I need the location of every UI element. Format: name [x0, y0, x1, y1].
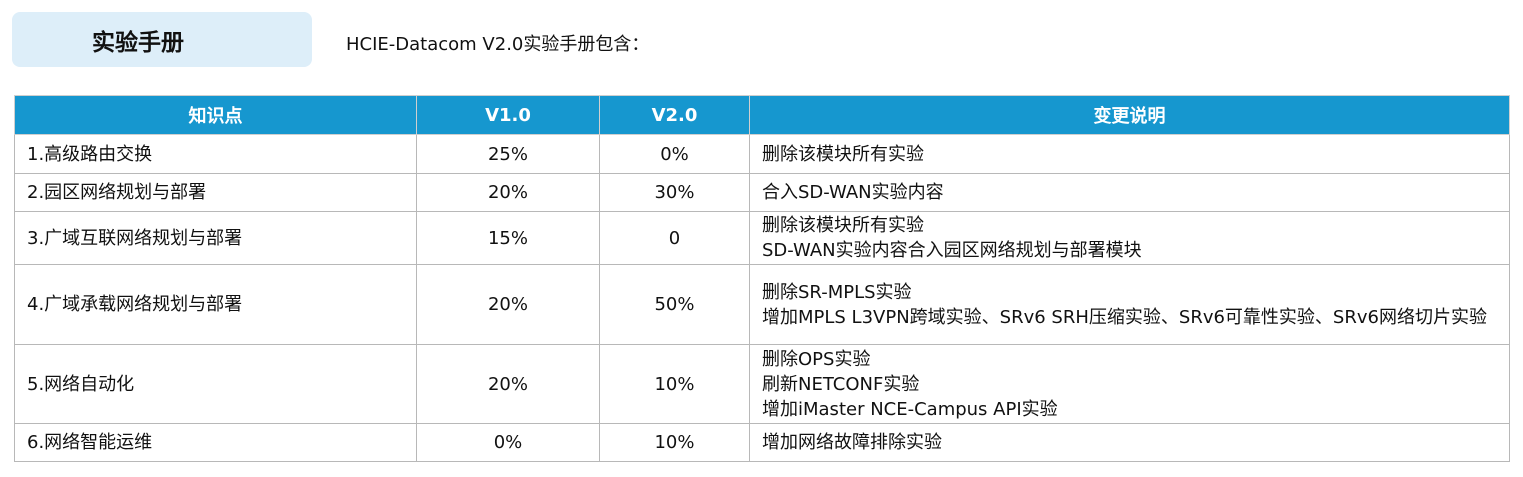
v2-cell: 30% [599, 173, 750, 212]
change-cell: 增加网络故障排除实验 [749, 423, 1510, 462]
v2-cell: 10% [599, 344, 750, 424]
table: 知识点 V1.0 V2.0 变更说明 1.高级路由交换 25% 0% 删除该模块所有实验 2.… [14, 95, 1510, 462]
v1-cell: 20% [416, 173, 600, 212]
change-line: 刷新NETCONF实验 [762, 373, 920, 395]
v1-cell: 25% [416, 134, 600, 174]
change-line: 增加iMaster NCE-Campus API实验 [762, 398, 1058, 420]
change-line: 删除该模块所有实验 [762, 143, 924, 165]
v1-cell: 15% [416, 211, 600, 265]
table-row: 1.高级路由交换 25% 0% 删除该模块所有实验 [14, 134, 1510, 174]
change-cell: 删除该模块所有实验 [749, 134, 1510, 174]
change-line: 删除SR-MPLS实验 [762, 281, 912, 303]
subtitle: HCIE-Datacom V2.0实验手册包含： [346, 34, 650, 55]
table-row: 6.网络智能运维 0% 10% 增加网络故障排除实验 [14, 423, 1510, 462]
topic-cell: 4.广域承载网络规划与部署 [14, 264, 417, 345]
topic-cell: 1.高级路由交换 [14, 134, 417, 174]
column-header: V2.0 [599, 95, 750, 135]
change-line: 增加网络故障排除实验 [762, 432, 942, 453]
table-row: 3.广域互联网络规划与部署 15% 0 删除该模块所有实验 SD-WAN实验内容合入园区… [14, 211, 1510, 265]
change-cell: 删除该模块所有实验 SD-WAN实验内容合入园区网络规划与部署模块 [749, 211, 1510, 265]
v1-cell: 20% [416, 344, 600, 424]
table-row: 4.广域承载网络规划与部署 20% 50% 删除SR-MPLS实验 增加MPLS L3V… [14, 264, 1510, 345]
column-header: 知识点 [14, 95, 417, 135]
v2-cell: 10% [599, 423, 750, 462]
topic-cell: 2.园区网络规划与部署 [14, 173, 417, 212]
change-cell: 删除OPS实验刷新NETCONF实验增加iMaster NCE-Campus A… [749, 344, 1510, 424]
change-line: 合入SD-WAN实验内容 [762, 182, 944, 203]
v1-cell: 0% [416, 423, 600, 462]
change-line: SD-WAN实验内容合入园区网络规划与部署模块 [762, 240, 1142, 261]
badge: 实验手册 [12, 12, 312, 67]
v2-cell: 50% [599, 264, 750, 345]
column-header: 变更说明 [749, 95, 1510, 135]
table-row: 2.园区网络规划与部署 20% 30% 合入SD-WAN实验内容 [14, 173, 1510, 212]
change-cell: 合入SD-WAN实验内容 [749, 173, 1510, 212]
header-row: 知识点 V1.0 V2.0 变更说明 [14, 95, 1510, 135]
topic-cell: 3.广域互联网络规划与部署 [14, 211, 417, 265]
table-row: 5.网络自动化 20% 10% 删除OPS实验 刷新NETCONF实验 增加iMaster… [14, 344, 1510, 424]
change-cell: 删除SR-MPLS实验增加MPLS L3VPN跨域实验、SRv6 SRH压缩实验… [749, 264, 1510, 345]
v2-cell: 0 [599, 211, 750, 265]
table-body: 1.高级路由交换 25% 0% 删除该模块所有实验 2.园区网络规划与部署 20% 30% 合… [14, 134, 1510, 462]
topic-cell: 5.网络自动化 [14, 344, 417, 424]
topic-cell: 6.网络智能运维 [14, 423, 417, 462]
change-line: 增加MPLS L3VPN跨域实验、SRv6 SRH压缩实验、SRv6可靠性实验、… [762, 306, 1487, 328]
v2-cell: 0% [599, 134, 750, 174]
column-header: V1.0 [416, 95, 600, 135]
v1-cell: 20% [416, 264, 600, 345]
change-line: 删除OPS实验 [762, 348, 871, 370]
change-line: 删除该模块所有实验 [762, 215, 924, 236]
